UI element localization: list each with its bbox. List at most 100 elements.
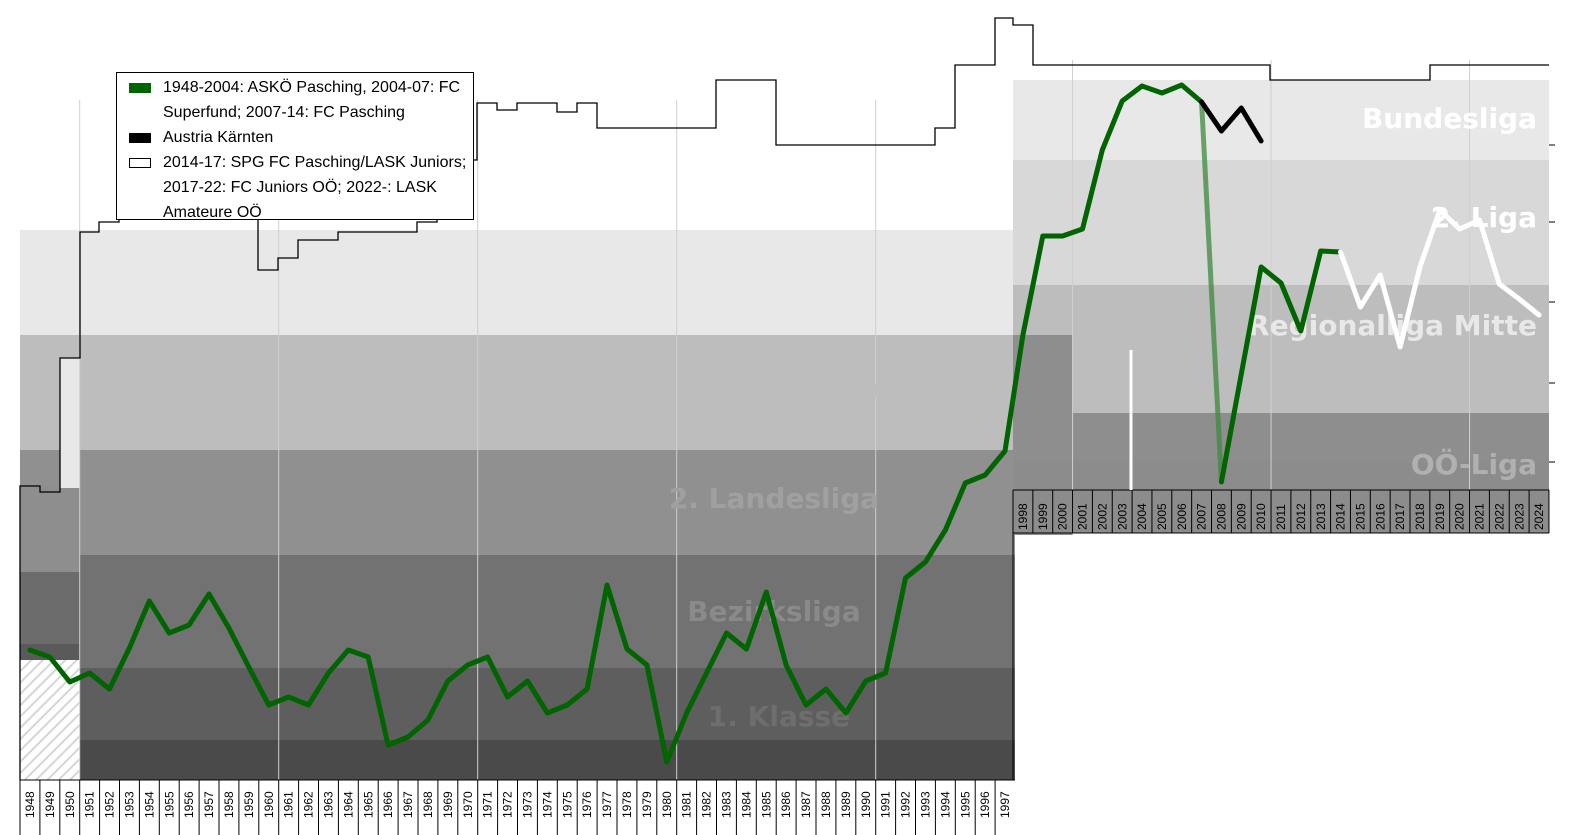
- legend-label-pasching: 1948-2004: ASKÖ Pasching, 2004-07: FC Su…: [163, 79, 461, 121]
- legend-swatch-black: [129, 133, 151, 143]
- tick-label-1974: 1974: [540, 791, 554, 818]
- tick-label-1973: 1973: [521, 791, 535, 818]
- tick-label-1982: 1982: [700, 791, 714, 818]
- tick-label-1979: 1979: [640, 791, 654, 818]
- tick-label-1951: 1951: [83, 791, 97, 818]
- tick-label-1997: 1997: [998, 791, 1012, 818]
- series-line-pasching: [27, 82, 1205, 765]
- tick-label-1989: 1989: [839, 791, 853, 818]
- tick-label-1953: 1953: [123, 791, 137, 818]
- placement-lines: [27, 82, 1542, 765]
- league-label-7: OÖ-Liga: [1411, 447, 1537, 481]
- tick-label-1996: 1996: [978, 791, 992, 818]
- tick-label-1999: 1999: [1036, 503, 1050, 530]
- tick-label-2022: 2022: [1492, 503, 1506, 530]
- tick-label-2019: 2019: [1433, 503, 1447, 530]
- tick-label-1952: 1952: [103, 791, 117, 818]
- legend-label-lask: 2014-17: SPG FC Pasching/LASK Juniors; 2…: [163, 154, 467, 221]
- tick-label-1991: 1991: [879, 791, 893, 818]
- tick-label-1963: 1963: [322, 791, 336, 818]
- tick-label-1969: 1969: [441, 791, 455, 818]
- tick-label-2020: 2020: [1453, 503, 1467, 530]
- tick-label-1988: 1988: [819, 791, 833, 818]
- league-label-6: 1. Klasse: [708, 700, 850, 733]
- tick-label-1972: 1972: [501, 791, 515, 818]
- tick-label-1957: 1957: [202, 791, 216, 818]
- tick-label-1964: 1964: [341, 791, 355, 818]
- tick-label-1971: 1971: [481, 791, 495, 818]
- tick-label-1975: 1975: [560, 791, 574, 818]
- tick-label-1958: 1958: [222, 791, 236, 818]
- tick-label-1987: 1987: [799, 791, 813, 818]
- legend-swatch-green: [129, 83, 151, 93]
- tick-label-2002: 2002: [1095, 503, 1109, 530]
- band-left-5: [20, 740, 1015, 780]
- tick-label-1962: 1962: [302, 791, 316, 818]
- league-label-3: Landesliga Oberösterreich: [565, 372, 983, 405]
- tick-label-1950: 1950: [63, 791, 77, 818]
- tick-label-2018: 2018: [1413, 503, 1427, 530]
- tick-label-1980: 1980: [660, 791, 674, 818]
- league-bands-left: [20, 230, 1015, 780]
- tick-label-2003: 2003: [1115, 503, 1129, 530]
- tick-label-2004: 2004: [1135, 503, 1149, 530]
- band-1950: [59, 358, 80, 488]
- chart-legend: 1948-2004: ASKÖ Pasching, 2004-07: FC Su…: [116, 72, 474, 221]
- legend-entry-austria-kaernten: Austria Kärnten: [117, 125, 473, 150]
- legend-entry-lask: 2014-17: SPG FC Pasching/LASK Juniors; 2…: [117, 150, 473, 225]
- tick-label-1960: 1960: [262, 791, 276, 818]
- tick-label-1998: 1998: [1016, 503, 1030, 530]
- series-line-pasching-drop: [1199, 101, 1224, 483]
- legend-swatch-white: [129, 158, 151, 168]
- legend-entry-pasching: 1948-2004: ASKÖ Pasching, 2004-07: FC Su…: [117, 75, 473, 125]
- tick-label-2010: 2010: [1254, 503, 1268, 530]
- league-label-0: Bundesliga: [1362, 102, 1537, 135]
- tick-label-1981: 1981: [680, 791, 694, 818]
- tick-label-1984: 1984: [739, 791, 753, 818]
- band-hatch: [20, 660, 80, 780]
- tick-label-2006: 2006: [1175, 503, 1189, 530]
- decade-gridlines: [79, 60, 1471, 780]
- tick-label-1986: 1986: [779, 791, 793, 818]
- tick-label-2014: 2014: [1334, 503, 1348, 530]
- tick-label-1995: 1995: [958, 791, 972, 818]
- series-line-lask: [1338, 207, 1542, 350]
- tick-label-1966: 1966: [381, 791, 395, 818]
- tick-label-1956: 1956: [182, 791, 196, 818]
- tick-label-2000: 2000: [1056, 503, 1070, 530]
- tick-label-1976: 1976: [580, 791, 594, 818]
- tick-label-2024: 2024: [1532, 503, 1546, 530]
- legend-label-austria-kaernten: Austria Kärnten: [163, 129, 274, 146]
- tick-label-2007: 2007: [1195, 503, 1209, 530]
- tick-label-1993: 1993: [919, 791, 933, 818]
- tick-label-1983: 1983: [720, 791, 734, 818]
- tick-label-1948: 1948: [23, 791, 37, 818]
- tick-label-1977: 1977: [600, 791, 614, 818]
- tick-label-1965: 1965: [361, 791, 375, 818]
- tick-label-1949: 1949: [43, 791, 57, 818]
- tick-label-1985: 1985: [759, 791, 773, 818]
- tick-label-2023: 2023: [1512, 503, 1526, 530]
- tick-label-2015: 2015: [1353, 503, 1367, 530]
- series-line-austria-kaernten: [1199, 99, 1264, 144]
- tick-label-2011: 2011: [1274, 504, 1288, 530]
- tick-label-1990: 1990: [859, 791, 873, 818]
- tick-label-1959: 1959: [242, 791, 256, 818]
- tick-label-2017: 2017: [1393, 503, 1407, 530]
- tick-label-1994: 1994: [938, 791, 952, 818]
- tick-label-2009: 2009: [1234, 503, 1248, 530]
- tick-label-1992: 1992: [899, 791, 913, 818]
- league-label-4: 2. Landesliga: [669, 482, 879, 515]
- tick-label-2001: 2001: [1076, 503, 1090, 530]
- tick-label-2021: 2021: [1473, 503, 1487, 530]
- tick-label-2013: 2013: [1314, 503, 1328, 530]
- tick-label-2008: 2008: [1215, 503, 1229, 530]
- tick-label-1968: 1968: [421, 791, 435, 818]
- band-right-ooe: [1013, 462, 1549, 533]
- tick-label-1954: 1954: [142, 791, 156, 818]
- league-bands-right: [1013, 80, 1549, 535]
- tick-label-2012: 2012: [1294, 503, 1308, 530]
- series-line-pasching-2: [1218, 248, 1343, 485]
